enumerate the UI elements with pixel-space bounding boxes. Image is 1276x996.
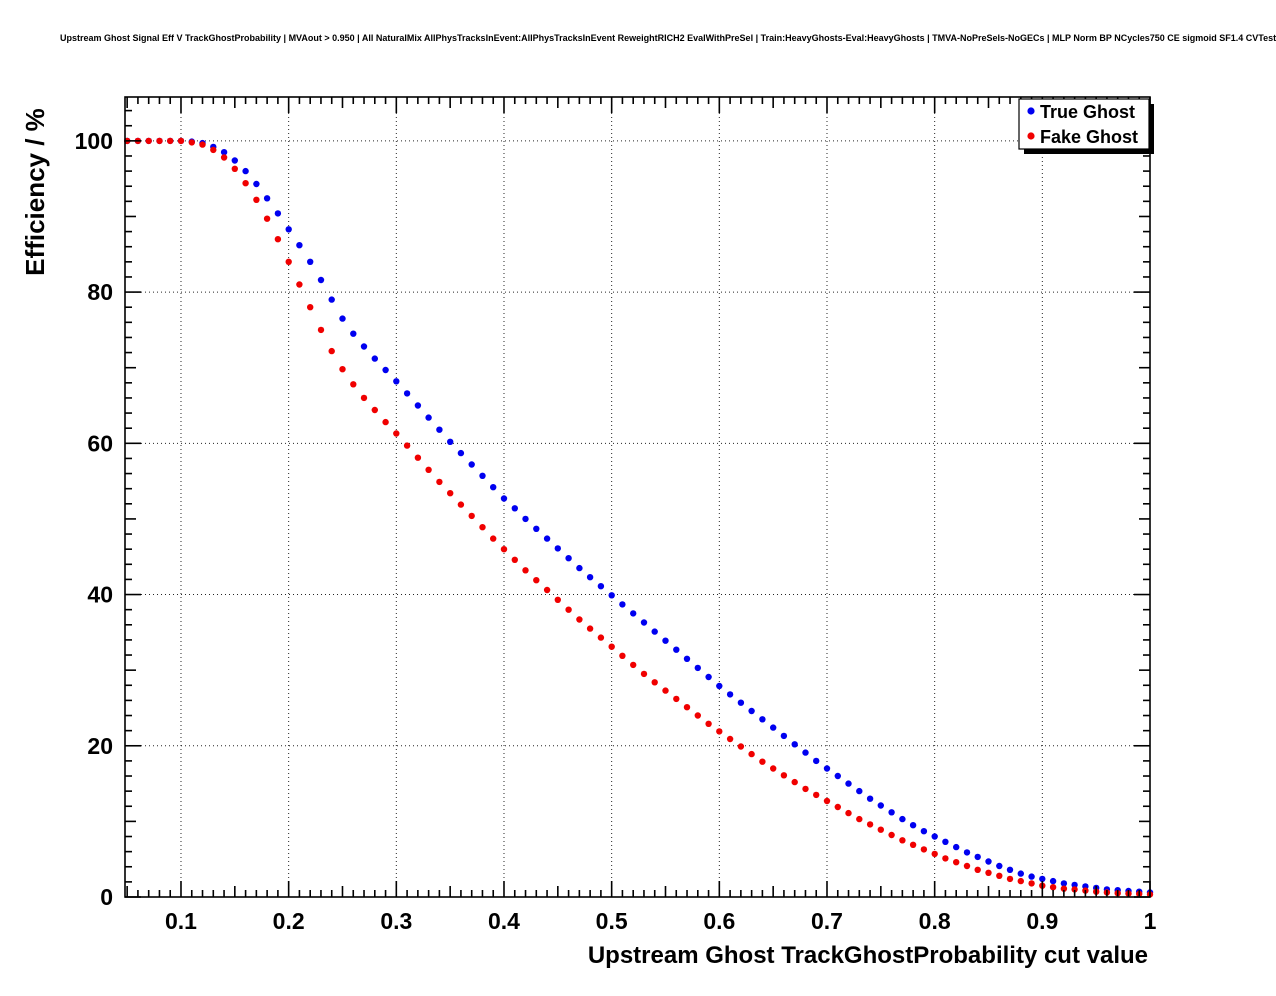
svg-text:0.8: 0.8 (919, 908, 951, 934)
svg-text:100: 100 (75, 128, 113, 154)
y-axis-title: Efficiency / % (20, 108, 50, 276)
svg-text:0.7: 0.7 (811, 908, 843, 934)
legend-marker-true-ghost (1027, 107, 1035, 115)
tick-labels: 0.1 0.2 0.3 0.4 0.5 0.6 0.7 0.8 0.9 1 0 20 40 60 80 100 (75, 128, 1157, 934)
legend-marker-fake-ghost (1027, 132, 1035, 140)
plot-title: Upstream Ghost Signal Eff V TrackGhostPr… (60, 33, 1276, 43)
svg-text:0.1: 0.1 (165, 908, 197, 934)
svg-text:1: 1 (1144, 908, 1157, 934)
svg-text:0.2: 0.2 (273, 908, 305, 934)
svg-text:20: 20 (87, 733, 113, 759)
x-axis-title: Upstream Ghost TrackGhostProbability cut… (588, 942, 1148, 969)
svg-text:0.6: 0.6 (703, 908, 735, 934)
svg-text:0.5: 0.5 (596, 908, 628, 934)
svg-text:0.9: 0.9 (1026, 908, 1058, 934)
svg-text:0: 0 (100, 884, 113, 910)
svg-text:60: 60 (87, 430, 113, 456)
data-series (124, 137, 1154, 898)
legend: True Ghost Fake Ghost (1018, 98, 1154, 154)
legend-box (1018, 98, 1150, 150)
svg-text:40: 40 (87, 582, 113, 608)
svg-text:0.3: 0.3 (380, 908, 412, 934)
axis-ticks (125, 97, 1151, 898)
plot-frame (124, 96, 1151, 898)
grid-lines (125, 97, 1150, 897)
series-true-ghost (124, 137, 1154, 896)
series-fake-ghost (124, 137, 1154, 898)
legend-label-true-ghost: True Ghost (1040, 102, 1135, 122)
svg-text:80: 80 (87, 279, 113, 305)
svg-text:0.4: 0.4 (488, 908, 520, 934)
legend-label-fake-ghost: Fake Ghost (1040, 127, 1138, 147)
